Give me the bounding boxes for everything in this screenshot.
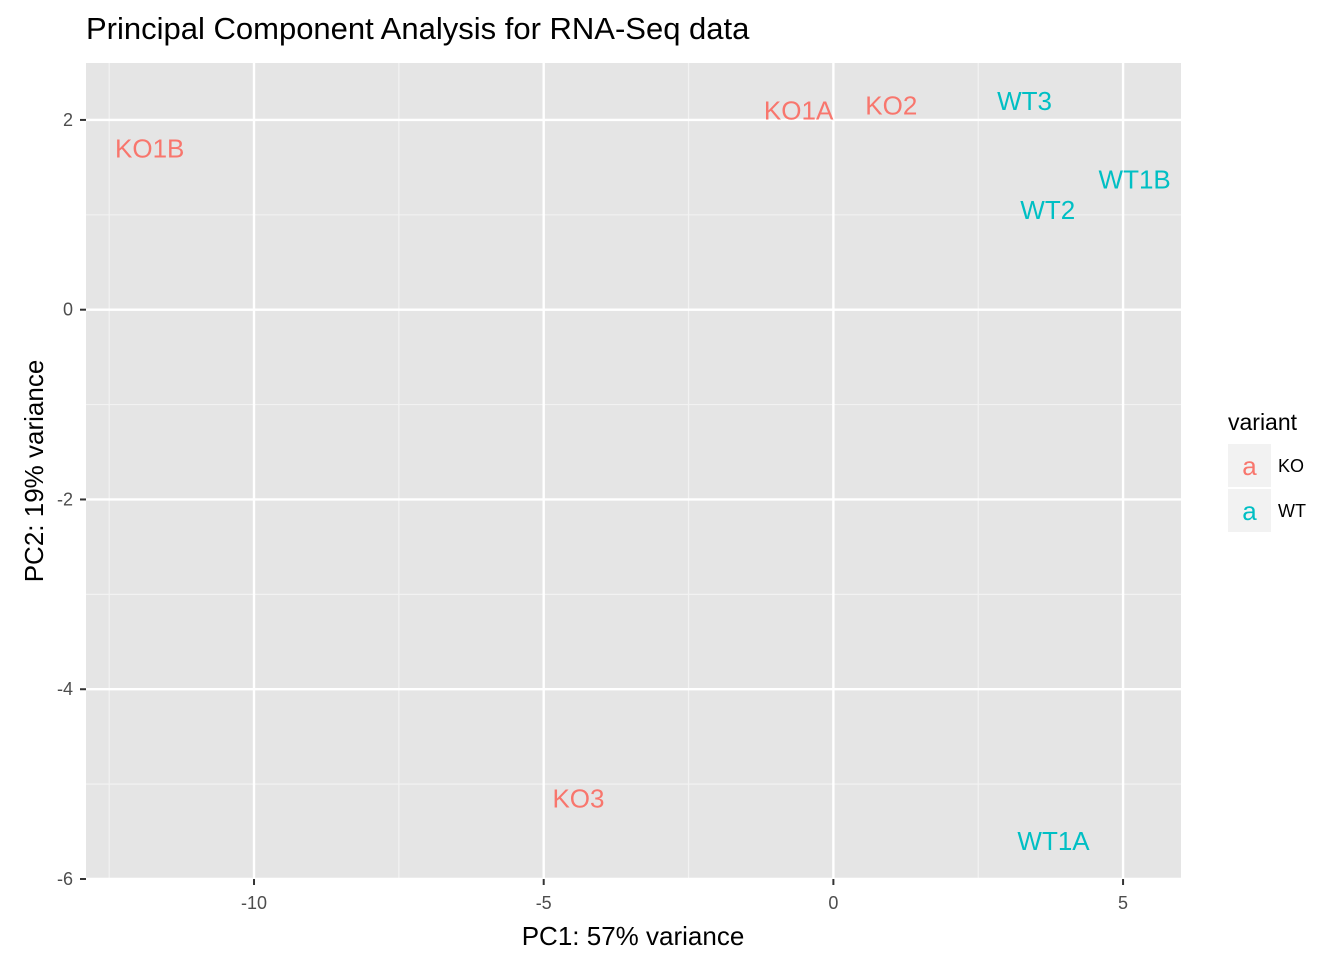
point-label-wt2: WT2 — [1020, 195, 1075, 225]
x-tick-label: -5 — [536, 893, 552, 913]
point-label-ko1a: KO1A — [764, 95, 834, 125]
legend-key — [1228, 489, 1271, 532]
legend-label-ko: KO — [1278, 456, 1304, 476]
y-axis-title: PC2: 19% variance — [19, 360, 49, 583]
legend-title: variant — [1228, 409, 1298, 435]
point-label-ko1b: KO1B — [115, 133, 184, 163]
major-grid — [86, 63, 1181, 881]
x-axis-title: PC1: 57% variance — [522, 921, 745, 951]
y-tick-label: -2 — [57, 489, 73, 509]
point-label-wt3: WT3 — [997, 86, 1052, 116]
y-tick-label: -4 — [57, 679, 73, 699]
y-tick-label: 2 — [63, 110, 73, 130]
x-tick-label: 5 — [1118, 893, 1128, 913]
tick-labels: -10 -5 0 5 2 0 -2 -4 -6 — [57, 110, 1128, 913]
point-label-ko2: KO2 — [865, 91, 917, 121]
legend-key-symbol: a — [1242, 496, 1257, 526]
axis-ticks — [80, 118, 1125, 885]
point-label-wt1a: WT1A — [1017, 826, 1090, 856]
plot-panel — [86, 63, 1181, 879]
minor-grid — [86, 63, 1181, 879]
y-tick-label: -6 — [57, 869, 73, 889]
x-tick-label: 0 — [828, 893, 838, 913]
legend-key — [1228, 444, 1271, 487]
point-label-wt1b: WT1B — [1099, 165, 1171, 195]
legend-label-wt: WT — [1278, 501, 1306, 521]
y-tick-label: 0 — [63, 300, 73, 320]
point-labels: KO1B KO1A KO2 KO3 WT3 WT1B WT2 WT1A — [115, 86, 1171, 856]
legend-key-symbol: a — [1242, 451, 1257, 481]
legend: variant a KO a WT — [1228, 409, 1306, 532]
point-label-ko3: KO3 — [552, 783, 604, 813]
chart-title: Principal Component Analysis for RNA-Seq… — [86, 11, 750, 46]
legend-entries: a KO a WT — [1228, 444, 1306, 532]
x-tick-label: -10 — [241, 893, 267, 913]
